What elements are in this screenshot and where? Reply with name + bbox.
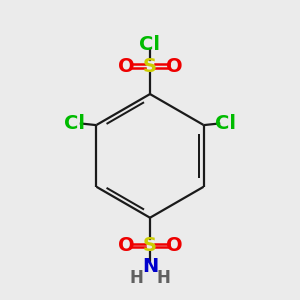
Text: O: O [166,236,182,255]
Text: O: O [118,236,134,255]
Text: Cl: Cl [64,114,85,133]
Text: O: O [166,57,182,76]
Text: S: S [143,236,157,255]
Text: Cl: Cl [140,34,160,53]
Text: H: H [130,269,144,287]
Text: O: O [118,57,134,76]
Text: H: H [156,269,170,287]
Text: S: S [143,57,157,76]
Text: N: N [142,257,158,276]
Text: Cl: Cl [215,114,236,133]
